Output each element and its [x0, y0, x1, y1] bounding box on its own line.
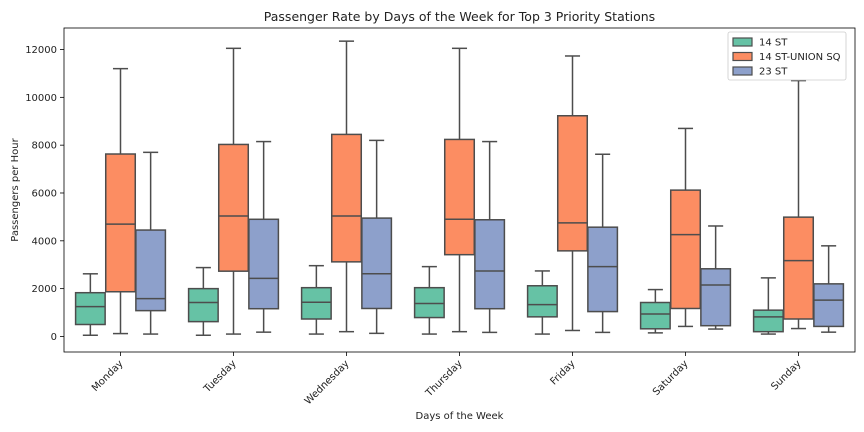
- box-group: [639, 288, 671, 334]
- box-iqr: [443, 138, 476, 256]
- box-group: [587, 153, 619, 334]
- legend-swatch: [732, 51, 753, 62]
- box-group: [669, 127, 702, 328]
- box-group: [700, 225, 732, 330]
- box-iqr: [752, 309, 784, 333]
- y-axis-label: Passengers per Hour: [10, 137, 21, 241]
- box-iqr: [361, 217, 393, 310]
- box-group: [526, 270, 558, 335]
- box-group: [135, 151, 167, 335]
- legend: 14 ST 14 ST-UNION SQ 23 ST: [727, 31, 847, 81]
- box-iqr: [300, 286, 332, 320]
- plot-frame: [63, 27, 856, 353]
- box-iqr: [187, 287, 219, 323]
- box-group: [474, 140, 506, 334]
- box-series-group: [74, 40, 845, 337]
- box-group: [300, 264, 332, 335]
- box-iqr: [474, 219, 506, 310]
- y-tick-label: 0: [51, 332, 57, 343]
- box-group: [556, 55, 589, 332]
- box-iqr: [104, 153, 137, 293]
- legend-box: [727, 31, 847, 81]
- chart-title: Passenger Rate by Days of the Week for T…: [264, 9, 655, 24]
- y-tick-label: 6000: [32, 188, 57, 199]
- box-iqr: [556, 115, 589, 252]
- y-tick-label: 2000: [32, 284, 57, 295]
- box-group: [104, 67, 137, 335]
- box-iqr: [587, 226, 619, 313]
- box-iqr: [700, 268, 732, 327]
- box-iqr: [639, 301, 671, 330]
- x-axis-label: Days of the Week: [416, 411, 504, 422]
- y-tick-label: 10000: [25, 93, 57, 104]
- box-group: [74, 273, 106, 337]
- box-iqr: [135, 229, 167, 312]
- y-tick-label: 4000: [32, 236, 57, 247]
- box-iqr: [330, 133, 363, 263]
- y-axis: 0 2000 4000 6000 8000 10000 12000: [25, 45, 64, 343]
- box-iqr: [248, 218, 280, 310]
- legend-label: 14 ST: [759, 38, 788, 49]
- box-group: [248, 140, 280, 333]
- box-group: [813, 245, 845, 333]
- box-group: [443, 47, 476, 333]
- box-group: [187, 266, 219, 337]
- box-iqr: [669, 189, 702, 310]
- box-group: [782, 79, 815, 330]
- y-tick-label: 8000: [32, 141, 57, 152]
- box-iqr: [782, 216, 815, 320]
- box-iqr: [413, 286, 445, 319]
- box-iqr: [74, 291, 106, 326]
- box-group: [413, 265, 445, 335]
- legend-swatch: [732, 66, 753, 76]
- box-iqr: [526, 285, 558, 318]
- box-group: [217, 47, 250, 335]
- legend-label: 23 ST: [759, 67, 788, 78]
- box-iqr: [813, 283, 845, 328]
- y-tick-label: 12000: [25, 45, 57, 56]
- box-group: [752, 277, 784, 335]
- box-group: [330, 40, 363, 333]
- legend-swatch: [732, 37, 753, 47]
- box-group: [361, 139, 393, 335]
- legend-label: 14 ST-UNION SQ: [759, 52, 841, 63]
- box-iqr: [217, 143, 250, 272]
